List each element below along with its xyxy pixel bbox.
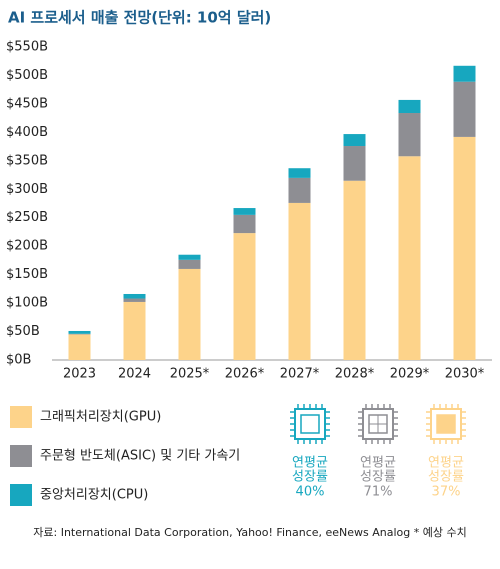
x-tick-label: 2030* (445, 367, 485, 382)
bar-segment (453, 136, 476, 360)
cagr-title: 연평균 (360, 456, 396, 471)
bar-segment (123, 293, 146, 299)
y-tick-label: $500B (6, 68, 48, 83)
y-tick-label: $400B (6, 125, 48, 140)
x-tick-label: 2024 (118, 367, 151, 382)
bar-segment (398, 113, 421, 157)
bar-segment (288, 202, 311, 360)
x-tick-label: 2027* (280, 367, 320, 382)
chip-core (300, 414, 320, 434)
bar-segment (288, 177, 311, 203)
y-tick-label: $300B (6, 182, 48, 197)
bar-segment (343, 134, 366, 147)
chip-core (436, 414, 456, 434)
cagr-value: 71% (364, 485, 393, 500)
bar-segment (178, 268, 201, 360)
bar-segment (288, 168, 311, 178)
y-tick-label: $200B (6, 239, 48, 254)
x-tick-label: 2025* (170, 367, 210, 382)
bar-segment (233, 233, 256, 360)
bar-segment (68, 330, 91, 334)
legend-label: 주문형 반도체(ASIC) 및 기타 가속기 (40, 449, 240, 464)
x-tick-label: 2023 (63, 367, 96, 382)
cagr-title: 연평균 (292, 456, 328, 471)
y-tick-label: $250B (6, 210, 48, 225)
legend-swatch (10, 406, 32, 428)
cagr-value: 37% (432, 485, 461, 500)
bar-segment (453, 81, 476, 137)
cagr-title: 성장률 (292, 470, 328, 485)
bar-segment (398, 99, 421, 114)
bar-segment (343, 146, 366, 181)
y-tick-label: $150B (6, 267, 48, 282)
bar-segment (68, 334, 91, 360)
bar-segment (68, 333, 91, 335)
bar-segment (178, 254, 201, 260)
cagr-title: 연평균 (428, 456, 464, 471)
y-tick-label: $450B (6, 96, 48, 111)
bar-segment (398, 156, 421, 360)
legend-label: 그래픽처리장치(GPU) (40, 410, 161, 425)
legend-label: 중앙처리장치(CPU) (40, 488, 148, 503)
bar-segment (123, 298, 146, 302)
y-tick-label: $100B (6, 296, 48, 311)
cagr-title: 성장률 (360, 470, 396, 485)
legend-swatch (10, 484, 32, 506)
bar-segment (233, 208, 256, 215)
bar-segment (123, 301, 146, 360)
y-tick-label: $50B (6, 324, 40, 339)
bar-segment (343, 180, 366, 360)
y-tick-label: $550B (6, 40, 48, 55)
legend-swatch (10, 445, 32, 467)
y-tick-label: $350B (6, 153, 48, 168)
bar-segment (233, 214, 256, 234)
source: 자료: International Data Corporation, Yaho… (33, 526, 466, 539)
chart-title: AI 프로세서 매출 전망(단위: 10억 달러) (8, 9, 271, 27)
x-tick-label: 2029* (390, 367, 430, 382)
cagr-value: 40% (296, 485, 325, 500)
bar-segment (178, 259, 201, 269)
cagr-title: 성장률 (428, 470, 464, 485)
x-tick-label: 2026* (225, 367, 265, 382)
bar-segment (453, 65, 476, 82)
x-tick-label: 2028* (335, 367, 375, 382)
y-tick-label: $0B (6, 353, 31, 368)
